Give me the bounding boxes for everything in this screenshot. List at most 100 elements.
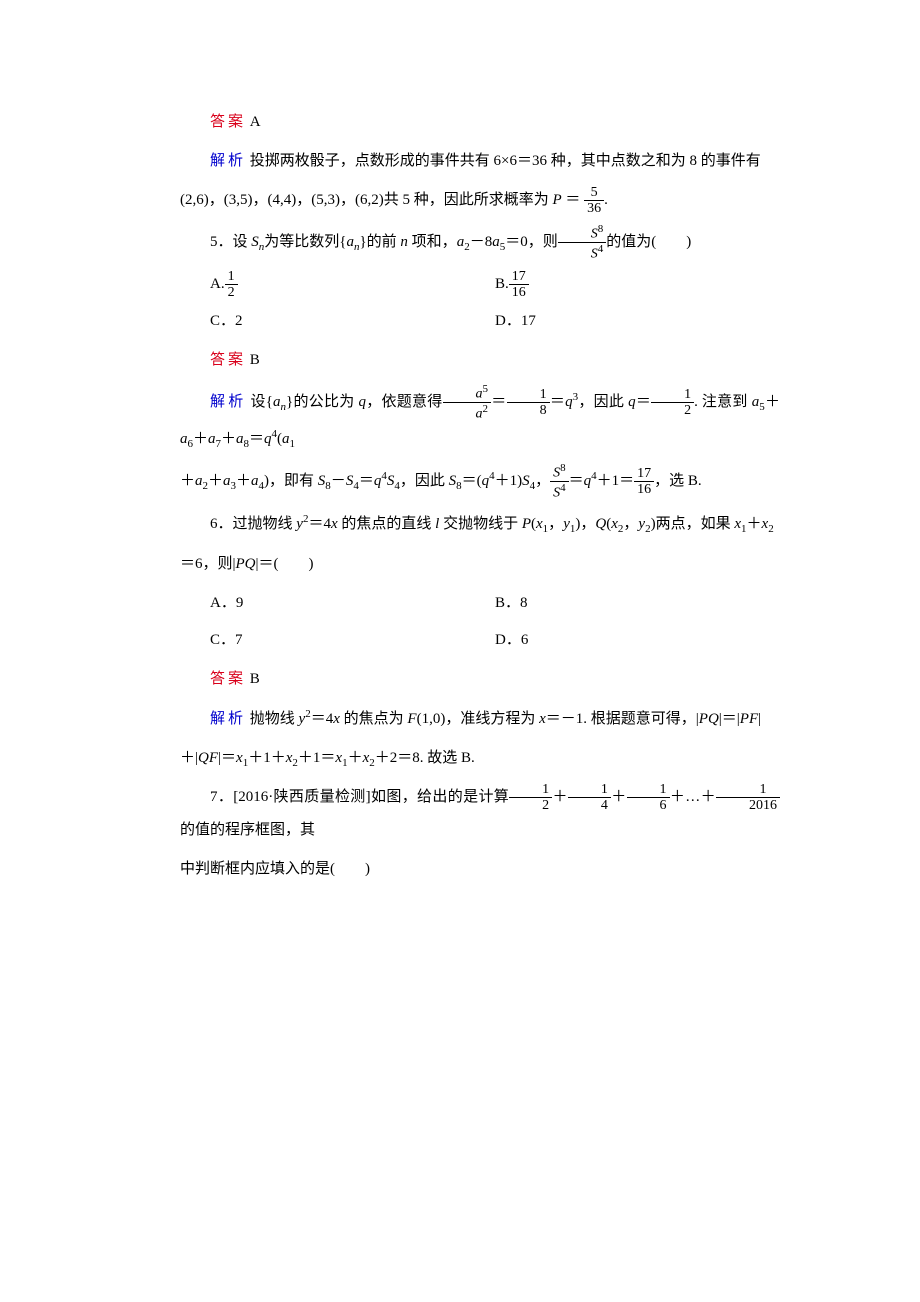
q5-analysis-line2: ＋a2＋a3＋a4)，即有 S8－S4＝q4S4，因此 S8＝(q4＋1)S4，… — [180, 462, 780, 501]
q5-analysis: 解析 设{an}的公比为 q，依题意得a5a2＝18＝q3，因此 q＝12. 注… — [180, 383, 780, 456]
t: a — [492, 234, 500, 250]
t: ＝ — [550, 394, 566, 410]
t: ＋ — [611, 789, 627, 805]
analysis-label: 解析 — [210, 153, 246, 169]
t: ， — [623, 516, 638, 532]
t: ＋ — [193, 431, 208, 447]
q4-ana-text2: (2,6)，(3,5)，(4,4)，(5,3)，(6,2)共 5 种，因此所求概… — [180, 192, 552, 208]
t: ＋ — [236, 473, 251, 489]
t: P — [522, 516, 531, 532]
t: q — [264, 431, 272, 447]
t: QF — [198, 750, 218, 766]
t: a — [273, 394, 281, 410]
q5-options-row2: C．2 D．17 — [210, 305, 780, 338]
t: ＝ — [569, 473, 584, 489]
t: ，准线方程为 — [445, 711, 539, 727]
q6-options-row2: C．7 D．6 — [210, 624, 780, 657]
frac: 12 — [651, 387, 694, 419]
q4-analysis: 解析 投掷两枚骰子，点数形成的事件共有 6×6＝36 种，其中点数之和为 8 的… — [180, 145, 780, 178]
t: x — [539, 711, 546, 727]
q5-optD: D．17 — [495, 305, 780, 338]
q6-optD: D．6 — [495, 624, 780, 657]
frac: 16 — [627, 782, 670, 814]
t: 2 — [768, 523, 774, 535]
t: x — [611, 516, 618, 532]
q4-ana-text: 投掷两枚骰子，点数形成的事件共有 6×6＝36 种，其中点数之和为 8 的事件有 — [250, 153, 761, 169]
t: ＋ — [348, 750, 363, 766]
t: PQ — [699, 711, 719, 727]
q4-frac: 536 — [584, 185, 604, 217]
t: ＋ — [747, 516, 762, 532]
q6-options-row1: A．9 B．8 — [210, 587, 780, 620]
t: ＋ — [180, 473, 195, 489]
t: a — [208, 431, 216, 447]
frac: a5a2 — [443, 383, 492, 422]
t: x — [236, 750, 243, 766]
q5-frac: S8S4 — [558, 223, 607, 262]
q4-answer-value: A — [250, 114, 261, 130]
q4-answer: 答案 A — [180, 106, 780, 139]
frac: 14 — [568, 782, 611, 814]
t: 两点，如果 — [656, 516, 735, 532]
t: ＝0，则 — [505, 234, 558, 250]
q6-answer: 答案 B — [180, 663, 780, 696]
t: a — [223, 473, 231, 489]
t: q — [628, 394, 636, 410]
frac: 12016 — [716, 782, 780, 814]
frac: 1716 — [634, 466, 654, 498]
q4-analysis-line2: (2,6)，(3,5)，(4,4)，(5,3)，(6,2)共 5 种，因此所求概… — [180, 184, 780, 217]
t: ＋1＋ — [248, 750, 286, 766]
answer-label: 答案 — [210, 671, 246, 687]
t: ＋ — [221, 431, 236, 447]
t: ＋1) — [495, 473, 523, 489]
t: ，因此 — [578, 394, 628, 410]
t: 设{ — [251, 394, 273, 410]
q6-optA: A．9 — [210, 587, 495, 620]
q5-optA: A.12 — [210, 268, 495, 301]
t: ＋1＝ — [298, 750, 336, 766]
t: (1,0) — [417, 711, 446, 727]
t: 为等比数列{ — [264, 234, 346, 250]
q6-optB: B．8 — [495, 587, 780, 620]
answer-label: 答案 — [210, 352, 246, 368]
t: ， — [535, 473, 550, 489]
frac: 18 — [507, 387, 550, 419]
t: 的值的程序框图，其 — [180, 822, 315, 838]
t: ＝6，则| — [180, 556, 236, 572]
analysis-label: 解析 — [210, 394, 247, 410]
q6-analysis-line2: ＋|QF|＝x1＋1＋x2＋1＝x1＋x2＋2＝8. 故选 B. — [180, 742, 780, 775]
t: y — [296, 516, 303, 532]
t: 的值为( ) — [606, 234, 691, 250]
t: 1 — [290, 438, 296, 450]
t: ＋ — [208, 473, 223, 489]
t: PQ — [236, 556, 256, 572]
t: ＝－1. 根据题意可得，| — [546, 711, 699, 727]
q4-dot: . — [604, 192, 608, 208]
t: ＝ — [249, 431, 264, 447]
t: ＋| — [180, 750, 198, 766]
q7-stem: 7．[2016·陕西质量检测]如图，给出的是计算12＋14＋16＋…＋12016… — [180, 781, 780, 847]
t: |＝ — [218, 750, 236, 766]
q5-stem: 5．设 Sn为等比数列{an}的前 n 项和，a2－8a5＝0，则S8S4的值为… — [180, 223, 780, 262]
t: a — [346, 234, 354, 250]
t: }的前 — [359, 234, 400, 250]
t: q — [565, 394, 573, 410]
t: 交抛物线于 — [439, 516, 522, 532]
t: ＋…＋ — [670, 789, 716, 805]
t: S — [522, 473, 530, 489]
t: |＝| — [719, 711, 740, 727]
t: x — [333, 711, 340, 727]
q4-eq: ＝ — [565, 192, 580, 208]
q5-optC: C．2 — [210, 305, 495, 338]
t: ＝4 — [308, 516, 331, 532]
t: ＝ — [359, 473, 374, 489]
t: Q — [595, 516, 606, 532]
t: q — [584, 473, 592, 489]
q5-options-row1: A.12 B.1716 — [210, 268, 780, 301]
t: PF — [740, 711, 758, 727]
q5-optB: B.1716 — [495, 268, 780, 301]
t: 项和， — [408, 234, 457, 250]
t: x — [734, 516, 741, 532]
q6-stem-line2: ＝6，则|PQ|＝( ) — [180, 548, 780, 581]
t: ，因此 — [400, 473, 449, 489]
